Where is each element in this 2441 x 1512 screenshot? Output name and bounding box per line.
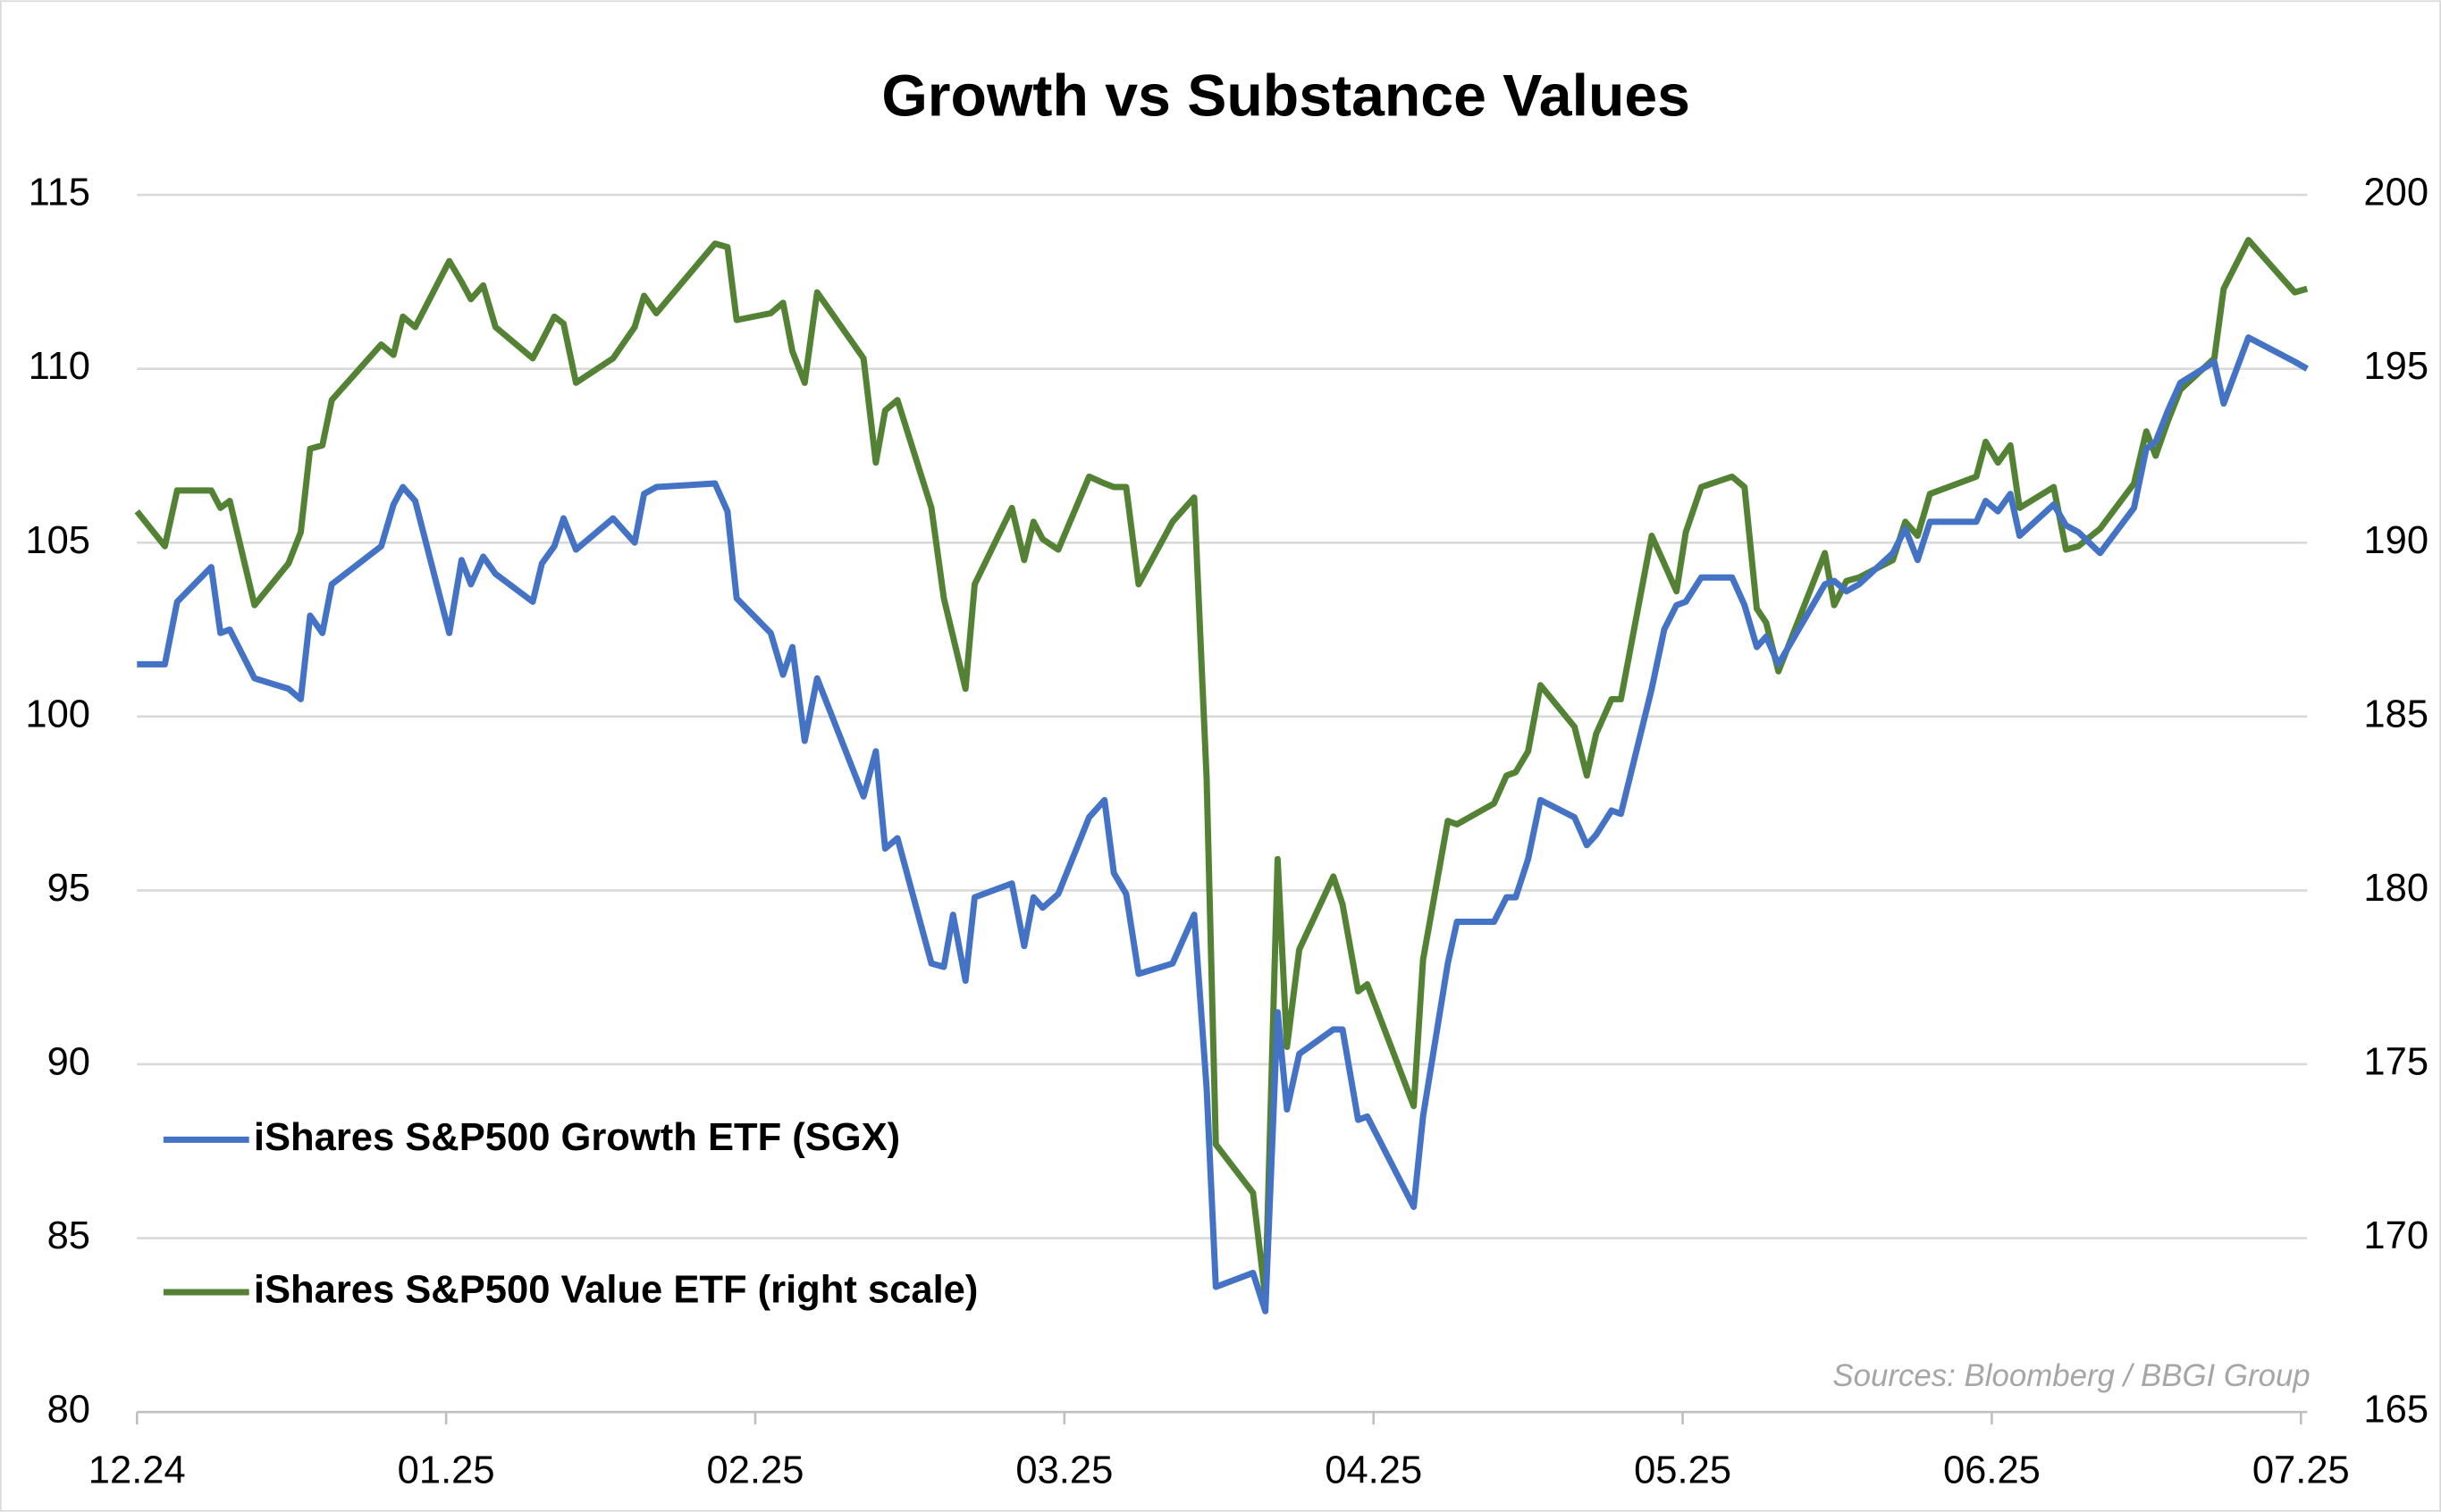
y-tick-label: 110 (29, 345, 90, 388)
series-line (134, 237, 2309, 1301)
x-tick-label: 03.25 (1015, 1449, 1113, 1492)
y2-tick-label: 200 (2363, 172, 2428, 214)
x-tick-label: 07.25 (2252, 1449, 2350, 1492)
y-tick-label: 100 (25, 693, 90, 735)
x-tick-label: 06.25 (1943, 1449, 2041, 1492)
source-note: Sources: Bloomberg / BBGI Group (1832, 1358, 2310, 1393)
y2-tick-label: 195 (2363, 345, 2428, 388)
legend-label: iShares S&P500 Growth ETF (SGX) (254, 1116, 900, 1159)
y2-tick-label: 185 (2363, 693, 2428, 735)
y-tick-label: 80 (47, 1389, 90, 1432)
x-tick-label: 04.25 (1325, 1449, 1422, 1492)
y2-tick-label: 180 (2363, 867, 2428, 910)
y2-tick-label: 165 (2363, 1389, 2428, 1432)
x-tick-label: 05.25 (1634, 1449, 1731, 1492)
x-tick-label: 02.25 (707, 1449, 804, 1492)
legend-label: iShares S&P500 Value ETF (right scale) (254, 1269, 979, 1312)
y-tick-label: 85 (47, 1214, 90, 1257)
y2-tick-label: 190 (2363, 519, 2428, 562)
y-tick-label: 95 (47, 867, 90, 910)
x-tick-label: 12.24 (88, 1449, 186, 1492)
y-tick-label: 105 (25, 519, 90, 562)
y2-tick-label: 175 (2363, 1040, 2428, 1083)
chart-title: Growth vs Substance Values (881, 63, 1690, 129)
y-tick-label: 90 (47, 1040, 90, 1083)
series-line (137, 334, 2309, 1315)
y2-tick-label: 170 (2363, 1214, 2428, 1257)
x-tick-label: 01.25 (398, 1449, 495, 1492)
y-tick-label: 115 (29, 172, 90, 214)
